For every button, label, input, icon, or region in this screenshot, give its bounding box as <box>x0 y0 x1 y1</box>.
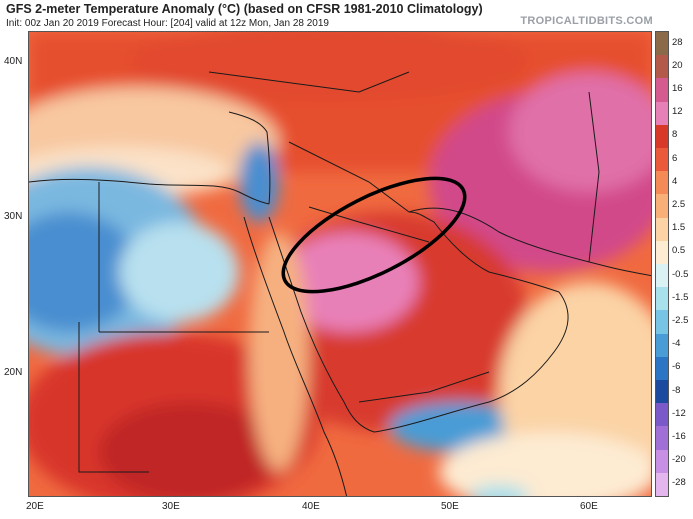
colorbar-label: -4 <box>672 338 681 350</box>
colorbar-swatch <box>656 403 668 427</box>
colorbar-label: 12 <box>672 106 683 118</box>
colorbar-label: 1.5 <box>672 222 686 234</box>
coastline-north-africa <box>29 178 270 205</box>
colorbar-swatch <box>656 194 668 219</box>
border-saudi <box>308 206 430 243</box>
lon-label-30e: 30E <box>162 501 180 512</box>
lat-label-20n: 20N <box>4 367 23 378</box>
coastline-arabia-south <box>373 291 569 433</box>
colorbar-label: -20 <box>672 454 686 466</box>
colorbar-swatch <box>656 472 668 497</box>
colorbar-label: -28 <box>672 477 686 489</box>
colorbar-label: 2.5 <box>672 199 686 210</box>
colorbar-label: 0.5 <box>672 245 686 257</box>
colorbar-label: -0.5 <box>672 268 689 280</box>
colorbar-swatch <box>656 32 668 56</box>
colorbar-swatch <box>656 78 668 103</box>
lat-label-40n: 40N <box>4 56 23 67</box>
lon-label-40e: 40E <box>302 501 320 512</box>
colorbar-swatch <box>656 356 668 381</box>
colorbar-label: 28 <box>672 36 683 48</box>
colorbar-swatch <box>656 101 668 126</box>
coastline-levant <box>228 111 271 205</box>
legend-colorbar <box>655 31 669 497</box>
colorbar-swatch <box>656 310 668 335</box>
brand-label: TROPICALTIDBITS.COM <box>520 15 653 27</box>
coastline-red-sea-west <box>243 216 348 496</box>
colorbar-label: -6 <box>672 361 681 373</box>
highlight-ellipse <box>281 176 467 294</box>
colorbar-swatch <box>656 171 668 195</box>
colorbar-swatch <box>656 264 668 288</box>
colorbar-swatch <box>656 287 668 311</box>
anomaly-map <box>28 31 652 497</box>
coastline-gulf <box>408 211 560 293</box>
colorbar-swatch <box>656 55 668 79</box>
map-subtitle: Init: 00z Jan 20 2019 Forecast Hour: [20… <box>6 18 329 29</box>
border-turkey <box>208 71 410 93</box>
lat-label-30n: 30N <box>4 211 23 222</box>
colorbar-label: -12 <box>672 407 686 419</box>
colorbar-label: 4 <box>672 175 678 187</box>
lon-label-50e: 50E <box>441 501 459 512</box>
colorbar-label: -2.5 <box>672 315 689 326</box>
colorbar-swatch <box>656 380 668 404</box>
colorbar-label: -8 <box>672 384 681 396</box>
colorbar-swatch <box>656 333 668 358</box>
lon-label-60e: 60E <box>580 501 598 512</box>
colorbar-swatch <box>656 240 668 265</box>
colorbar-label: -16 <box>672 431 686 442</box>
border-chad-sudan <box>78 322 149 473</box>
colorbar-label: 8 <box>672 129 678 141</box>
coastline-iran <box>408 207 651 277</box>
colorbar-label: -1.5 <box>672 291 689 303</box>
border-iraq <box>288 141 410 213</box>
colorbar-swatch <box>656 217 668 242</box>
colorbar-swatch <box>656 124 668 149</box>
colorbar-swatch <box>656 148 668 172</box>
colorbar-swatch <box>656 449 668 474</box>
lon-label-20e: 20E <box>26 501 44 512</box>
coastline-red-sea-east <box>268 216 375 433</box>
colorbar-swatch <box>656 426 668 451</box>
border-yemen <box>358 371 490 403</box>
colorbar-label: 20 <box>672 59 683 71</box>
map-title: GFS 2-meter Temperature Anomaly (°C) (ba… <box>6 2 483 16</box>
border-iran-east <box>588 91 600 263</box>
colorbar-label: 6 <box>672 152 678 164</box>
colorbar-label: 16 <box>672 83 683 94</box>
